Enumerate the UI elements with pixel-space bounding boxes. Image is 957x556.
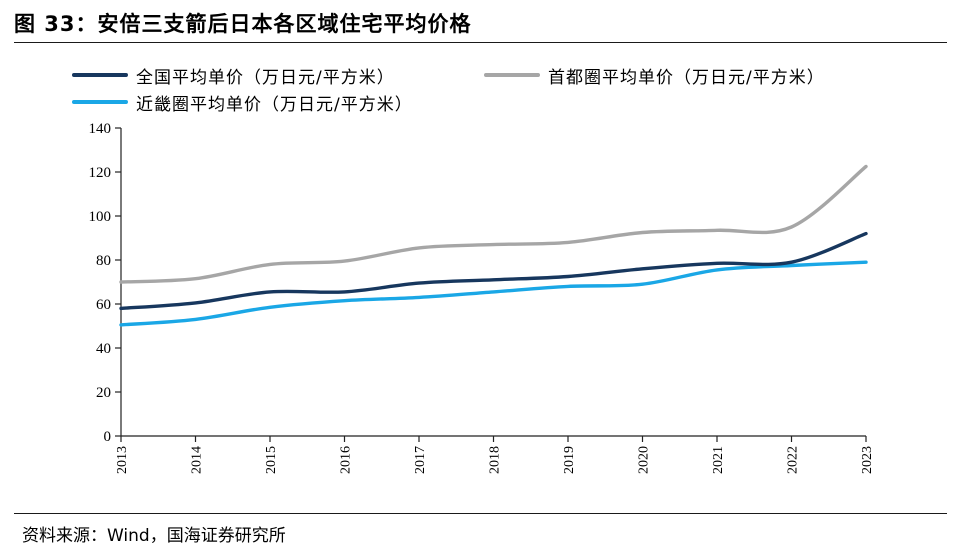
x-tick-label: 2014 [190, 446, 205, 474]
chart-axes: 0 20 40 60 80 100 120 140 2013 2014 2015 2016 2017 20… [89, 121, 876, 474]
y-tick-label: 0 [104, 429, 112, 445]
legend-item-capital: 首都圈平均单价（万日元/平方米） [484, 64, 825, 88]
source-note: 资料来源：Wind，国海证券研究所 [22, 526, 286, 546]
x-tick-label: 2020 [637, 446, 652, 474]
legend-label-national: 全国平均单价（万日元/平方米） [136, 67, 395, 88]
x-tick-label: 2015 [264, 446, 279, 474]
legend-swatch-kinki [72, 100, 128, 104]
series-line-capital [119, 164, 868, 284]
x-tick-label: 2016 [339, 446, 354, 474]
figure-title: 图 33：安倍三支箭后日本各区域住宅平均价格 [14, 12, 472, 36]
series-line-kinki [119, 260, 868, 327]
series-line-national [119, 231, 868, 311]
y-tick-label: 120 [89, 165, 112, 181]
legend-item-kinki: 近畿圈平均单价（万日元/平方米） [72, 91, 413, 115]
y-tick-label: 20 [96, 385, 111, 401]
legend-item-national: 全国平均单价（万日元/平方米） [72, 64, 395, 88]
x-tick-label: 2013 [115, 446, 130, 474]
y-tick-label: 40 [96, 341, 111, 357]
legend-swatch-national [72, 73, 128, 77]
y-tick-label: 80 [96, 253, 111, 269]
x-tick-label: 2023 [860, 446, 875, 474]
x-tick-label: 2022 [786, 446, 801, 474]
legend-label-kinki: 近畿圈平均单价（万日元/平方米） [136, 94, 413, 115]
y-tick-label: 140 [89, 121, 112, 137]
y-tick-label: 100 [89, 209, 112, 225]
source-divider [14, 513, 947, 514]
x-tick-label: 2018 [488, 446, 503, 474]
chart-series [119, 164, 868, 327]
y-tick-label: 60 [96, 297, 111, 313]
title-divider [14, 42, 947, 43]
legend-label-capital: 首都圈平均单价（万日元/平方米） [548, 67, 825, 88]
x-tick-label: 2017 [413, 446, 428, 474]
x-tick-label: 2019 [562, 446, 577, 474]
legend-swatch-capital [484, 73, 540, 77]
x-tick-label: 2021 [711, 446, 726, 474]
